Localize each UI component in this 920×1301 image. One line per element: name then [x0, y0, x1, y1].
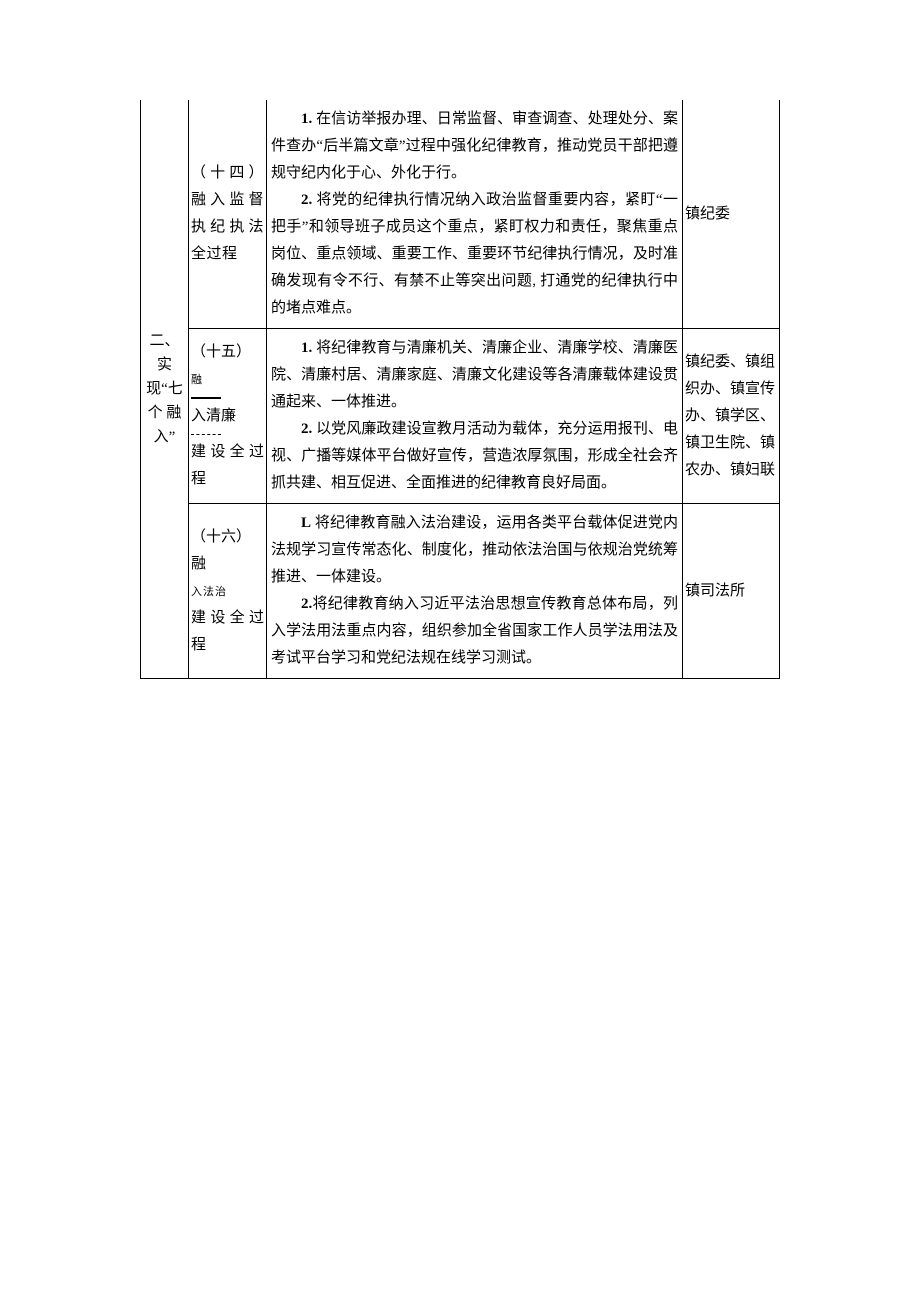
item-label: （十六） 融 入法治 建设全过程 [191, 524, 264, 659]
content-paragraph: 2.将纪律教育纳入习近平法治思想宣传教育总体布局，列入学法用法重点内容，组织参加… [271, 591, 678, 672]
category-label: 二、实 现“七 个 融 入” [143, 329, 186, 449]
item-label: （十四）融入监督执纪执法全过程 [191, 160, 264, 268]
list-number: L [301, 515, 311, 531]
divider-line [191, 434, 221, 435]
table-main-row: 二、实 现“七 个 融 入” （十四）融入监督执纪执法全过程 1. 在信访举报办… [141, 100, 779, 678]
department-cell: 镇纪委、镇组织办、镇宣传办、镇学区、镇卫生院、镇农办、镇妇联 [683, 329, 779, 503]
item-number-cell: （十四）融入监督执纪执法全过程 [189, 100, 267, 328]
content-paragraph: 2. 以党风廉政建设宣教月活动为载体，充分运用报刊、电视、广播等媒体平台做好宣传… [271, 416, 678, 497]
table-row: （十四）融入监督执纪执法全过程 1. 在信访举报办理、日常监督、审查调查、处理处… [189, 100, 779, 329]
department-label: 镇司法所 [685, 578, 777, 605]
department-cell: 镇司法所 [683, 504, 779, 678]
content-paragraph: L 将纪律教育融入法治建设，运用各类平台载体促进党内法规学习宣传常态化、制度化，… [271, 510, 678, 591]
content-cell: L 将纪律教育融入法治建设，运用各类平台载体促进党内法规学习宣传常态化、制度化，… [267, 504, 683, 678]
list-number: 1. [301, 111, 312, 127]
department-cell: 镇纪委 [683, 100, 779, 328]
department-label: 镇纪委 [685, 201, 777, 228]
item-number-cell: （十六） 融 入法治 建设全过程 [189, 504, 267, 678]
content-paragraph: 1. 在信访举报办理、日常监督、审查调查、处理处分、案件查办“后半篇文章”过程中… [271, 106, 678, 187]
policy-table: 二、实 现“七 个 融 入” （十四）融入监督执纪执法全过程 1. 在信访举报办… [140, 100, 780, 679]
list-number: 2. [301, 192, 312, 208]
divider-line [191, 397, 221, 399]
table-row: （十六） 融 入法治 建设全过程 L 将纪律教育融入法治建设，运用各类平台载体促… [189, 504, 779, 678]
content-cell: 1. 将纪律教育与清廉机关、清廉企业、清廉学校、清廉医院、清廉村居、清廉家庭、清… [267, 329, 683, 503]
list-number: 2. [301, 596, 312, 612]
content-paragraph: 1. 将纪律教育与清廉机关、清廉企业、清廉学校、清廉医院、清廉村居、清廉家庭、清… [271, 335, 678, 416]
content-cell: 1. 在信访举报办理、日常监督、审查调查、处理处分、案件查办“后半篇文章”过程中… [267, 100, 683, 328]
content-paragraph: 2. 将党的纪律执行情况纳入政治监督重要内容，紧盯“一把手”和领导班子成员这个重… [271, 187, 678, 322]
item-label: （十五） 融 入清廉 建设全过程 [191, 339, 264, 493]
list-number: 2. [301, 421, 312, 437]
item-number-cell: （十五） 融 入清廉 建设全过程 [189, 329, 267, 503]
table-row: （十五） 融 入清廉 建设全过程 1. 将纪律教育与清廉机关、清廉企业、清廉学校… [189, 329, 779, 504]
list-number: 1. [301, 340, 312, 356]
category-cell: 二、实 现“七 个 融 入” [141, 100, 189, 678]
department-label: 镇纪委、镇组织办、镇宣传办、镇学区、镇卫生院、镇农办、镇妇联 [685, 349, 777, 484]
sub-rows-container: （十四）融入监督执纪执法全过程 1. 在信访举报办理、日常监督、审查调查、处理处… [189, 100, 779, 678]
